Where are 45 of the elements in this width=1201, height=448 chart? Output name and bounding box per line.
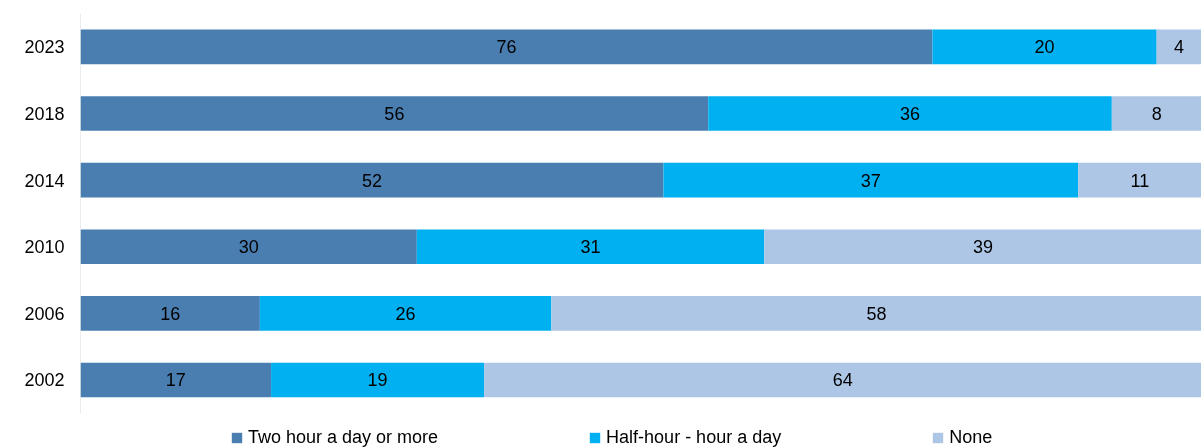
y-tick-label: 2014 (24, 170, 65, 191)
data-label: 4 (1174, 37, 1185, 58)
bar (80, 96, 709, 131)
bar (708, 96, 1112, 131)
data-label: 11 (1130, 170, 1150, 191)
y-tick-label: 2002 (24, 370, 65, 391)
data-label: 52 (361, 170, 382, 191)
y-tick-label: 2006 (24, 303, 65, 324)
bar (764, 229, 1201, 265)
bar (551, 296, 1201, 331)
bar (80, 29, 933, 65)
y-tick-label: 2023 (24, 37, 65, 58)
bar (484, 362, 1201, 398)
bar (663, 162, 1079, 198)
legend-label: None (949, 427, 993, 448)
data-label: 37 (860, 170, 881, 191)
data-label: 76 (496, 37, 517, 58)
y-tick-label: 2010 (24, 237, 65, 258)
bar (80, 229, 417, 265)
bar (80, 162, 664, 198)
data-label: 36 (900, 103, 921, 124)
bar (271, 362, 485, 398)
data-label: 19 (367, 370, 388, 391)
bar (1111, 96, 1201, 131)
bar (80, 296, 260, 331)
data-label: 26 (395, 303, 416, 324)
bar (80, 362, 272, 398)
y-tick-label: 2018 (24, 103, 65, 124)
data-label: 56 (384, 103, 405, 124)
data-label: 39 (972, 237, 993, 258)
data-label: 31 (580, 237, 601, 258)
bar (259, 296, 552, 331)
data-label: 64 (832, 370, 853, 391)
bar (1156, 29, 1201, 65)
data-label: 30 (238, 237, 259, 258)
data-label: 8 (1151, 103, 1162, 124)
data-label: 20 (1034, 37, 1055, 58)
bar (1078, 162, 1201, 198)
data-label: 17 (165, 370, 186, 391)
data-label: 16 (160, 303, 181, 324)
data-label: 58 (866, 303, 887, 324)
legend-label: Half-hour - hour a day (606, 427, 782, 448)
bar (416, 229, 765, 265)
bar (932, 29, 1157, 65)
legend-label: Two hour a day or more (248, 427, 439, 448)
